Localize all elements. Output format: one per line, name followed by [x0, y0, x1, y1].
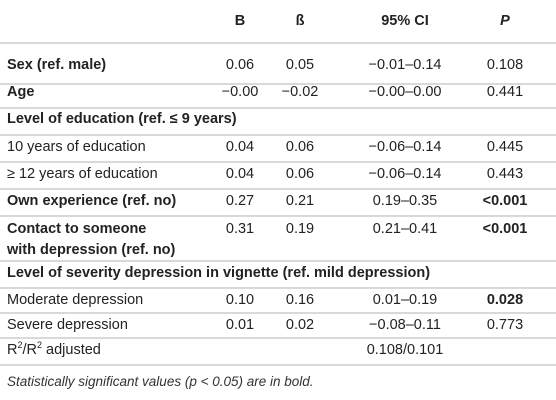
- row-label: Level of education (ref. ≤ 9 years): [7, 111, 237, 127]
- cell-ci: −0.01–0.14: [368, 57, 442, 73]
- row-label: Own experience (ref. no): [7, 193, 177, 209]
- rule: [0, 134, 556, 136]
- rule: [0, 260, 556, 262]
- cell-ci: −0.06–0.14: [368, 139, 442, 155]
- cell-ci: 0.21–0.41: [372, 221, 438, 237]
- rule: [0, 107, 556, 109]
- rule: [0, 83, 556, 85]
- cell-b: −0.00: [221, 84, 259, 100]
- cell-p: 0.445: [486, 139, 524, 155]
- row-label: Level of severity depression in vignette…: [7, 265, 431, 281]
- cell-ci: −0.00–0.00: [368, 84, 442, 100]
- cell-b: 0.04: [225, 166, 255, 182]
- row-label-line2: with depression (ref. no): [7, 242, 176, 258]
- cell-ci: −0.06–0.14: [368, 166, 442, 182]
- cell-b: 0.31: [225, 221, 255, 237]
- cell-ci: 0.01–0.19: [372, 292, 438, 308]
- rule: [0, 337, 556, 339]
- cell-p: 0.108: [486, 57, 524, 73]
- cell-p: 0.028: [486, 292, 524, 308]
- cell-b: 0.01: [225, 317, 255, 333]
- cell-b: 0.10: [225, 292, 255, 308]
- row-label: ≥ 12 years of education: [7, 166, 158, 182]
- r2-sup: 2: [17, 340, 23, 351]
- footnote: Statistically significant values (p < 0.…: [7, 374, 314, 389]
- cell-ci: 0.19–0.35: [372, 193, 438, 209]
- rule: [0, 188, 556, 190]
- cell-beta: 0.19: [285, 221, 315, 237]
- cell-beta: −0.02: [281, 84, 319, 100]
- rule: [0, 215, 556, 217]
- r2-sup2: 2: [37, 340, 43, 351]
- cell-b: 0.27: [225, 193, 255, 209]
- cell-b: 0.04: [225, 139, 255, 155]
- cell-p: <0.001: [482, 221, 528, 237]
- rule: [0, 312, 556, 314]
- cell-ci: −0.08–0.11: [369, 317, 441, 333]
- row-label: Severe depression: [7, 317, 128, 333]
- cell-p: 0.441: [486, 84, 524, 100]
- r2-sep: /R: [22, 342, 38, 358]
- cell-beta: 0.05: [285, 57, 315, 73]
- header-p: P: [500, 13, 510, 29]
- rule: [0, 42, 556, 44]
- cell-p: <0.001: [482, 193, 528, 209]
- cell-p: 0.773: [486, 317, 524, 333]
- header-beta: ß: [295, 13, 305, 29]
- cell-beta: 0.06: [285, 139, 315, 155]
- row-label-r2: R2/R2 adjusted: [7, 341, 101, 359]
- rule: [0, 287, 556, 289]
- cell-beta: 0.21: [285, 193, 315, 209]
- row-label: Sex (ref. male): [7, 57, 107, 73]
- row-label: Age: [7, 84, 35, 100]
- row-label: 10 years of education: [7, 139, 146, 155]
- r2-base: R: [7, 342, 18, 358]
- header-ci: 95% CI: [381, 13, 429, 29]
- r2-tail: adjusted: [42, 342, 101, 358]
- cell-b: 0.06: [225, 57, 255, 73]
- row-label-line1: Contact to someone: [7, 221, 147, 237]
- row-label: Moderate depression: [7, 292, 144, 308]
- cell-beta: 0.16: [285, 292, 315, 308]
- rule: [0, 364, 556, 366]
- cell-beta: 0.06: [285, 166, 315, 182]
- cell-beta: 0.02: [285, 317, 315, 333]
- header-b: B: [234, 13, 246, 29]
- rule: [0, 161, 556, 163]
- cell-ci: 0.108/0.101: [366, 342, 444, 358]
- cell-p: 0.443: [486, 166, 524, 182]
